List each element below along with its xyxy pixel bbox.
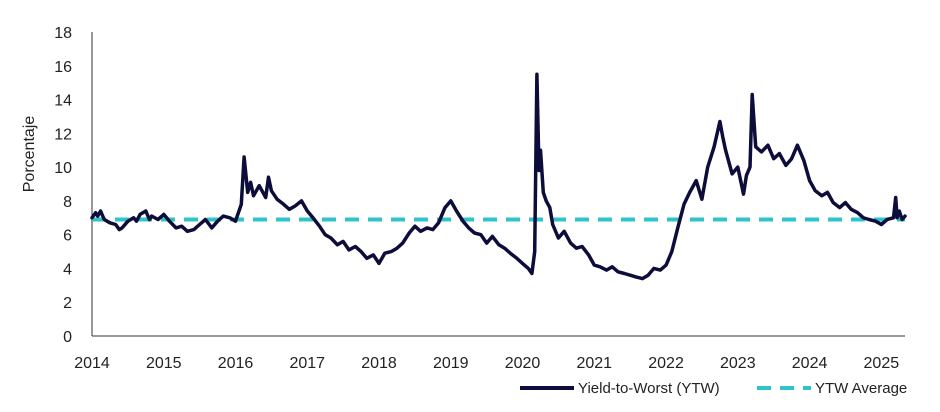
x-tick-label: 2017 — [289, 355, 325, 372]
y-tick-label: 0 — [63, 329, 72, 346]
y-tick-label: 16 — [54, 59, 72, 76]
y-tick-label: 12 — [54, 126, 72, 143]
x-tick-label: 2025 — [864, 355, 900, 372]
y-axis-title: Porcentaje — [21, 116, 38, 193]
legend-label-ytw: Yield-to-Worst (YTW) — [578, 380, 720, 397]
x-tick-label: 2016 — [218, 355, 254, 372]
series-line-ytw — [90, 72, 907, 281]
y-axis-ticks: 0 2 4 6 8 10 12 14 16 18 — [54, 25, 72, 346]
x-tick-label: 2022 — [648, 355, 684, 372]
x-tick-label: 2021 — [576, 355, 612, 372]
x-tick-label: 2018 — [361, 355, 397, 372]
y-tick-label: 4 — [63, 261, 72, 278]
y-tick-label: 14 — [54, 93, 72, 110]
y-tick-label: 18 — [54, 25, 72, 42]
series-layer — [90, 72, 907, 281]
x-tick-label: 2019 — [433, 355, 469, 372]
y-tick-label: 8 — [63, 194, 72, 211]
x-axis-ticks: 2014 2015 2016 2017 2018 2019 2020 2021 2022 2023… — [74, 355, 899, 372]
y-tick-label: 2 — [63, 295, 72, 312]
legend: Yield-to-Worst (YTW) YTW Average — [520, 380, 907, 397]
x-tick-label: 2014 — [74, 355, 110, 372]
y-tick-label: 10 — [54, 160, 72, 177]
x-tick-label: 2015 — [146, 355, 182, 372]
legend-label-ytw-average: YTW Average — [815, 380, 907, 397]
x-tick-label: 2023 — [720, 355, 756, 372]
x-tick-label: 2020 — [505, 355, 541, 372]
x-tick-label: 2024 — [792, 355, 828, 372]
y-tick-label: 6 — [63, 228, 72, 245]
